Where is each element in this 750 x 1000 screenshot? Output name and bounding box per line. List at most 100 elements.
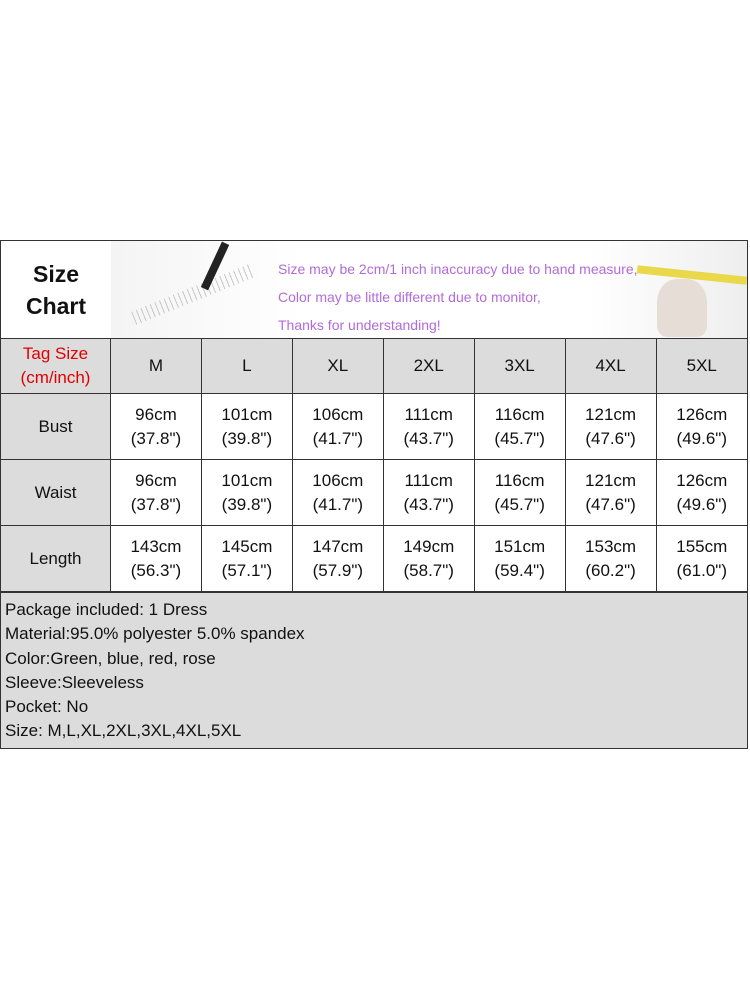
info-line: Sleeve:Sleeveless (5, 672, 144, 692)
inch-value: (37.8") (130, 428, 182, 448)
inch-value: (49.6") (676, 494, 727, 514)
cm-value: 126cm (676, 470, 728, 490)
measurement-cell: 155cm (61.0") (655, 525, 747, 592)
cm-value: 101cm (221, 470, 273, 490)
inch-value: (60.2") (585, 560, 636, 580)
note: Color may be little different due to mon… (278, 289, 541, 305)
product-info: Package included: 1 Dress Material:95.0% … (1, 592, 747, 748)
size-header: 2XL (382, 339, 475, 394)
info-line: Package included: 1 Dress (5, 600, 208, 619)
size-header: L (200, 339, 293, 394)
measurement-cell: 149cm (58.7") (382, 525, 475, 592)
measurement-cell: 96cm (37.8") (110, 393, 202, 460)
cm-value: 101cm (221, 404, 273, 424)
size-chart-title: Size Chart (1, 241, 111, 338)
banner: Size Chart Size may be 2cm/1 inch inaccu… (1, 241, 747, 339)
measurement-cell: 153cm (60.2") (564, 525, 657, 592)
row-label: Waist (1, 459, 111, 526)
cm-value: 106cm (312, 404, 364, 424)
title-line: Size (32, 260, 80, 287)
table-row: Bust 96cm (37.8") 101cm (39.8") 106cm (41.7") 1… (1, 393, 747, 460)
inch-value: (57.9") (312, 560, 364, 580)
inch-value: (39.8") (221, 428, 273, 448)
size-header: 5XL (655, 339, 747, 394)
cm-value: 111cm (404, 470, 453, 490)
measurement-cell: 101cm (39.8") (200, 393, 293, 460)
cm-value: 106cm (312, 470, 364, 490)
measurement-banner-image: Size may be 2cm/1 inch inaccuracy due to… (111, 241, 747, 338)
note: Thanks for understanding! (278, 317, 441, 333)
hand-illustration (657, 279, 707, 337)
size-table: Tag Size (cm/inch) M L XL 2XL 3XL 4XL 5XL Bust 96c… (1, 339, 747, 592)
measurement-cell: 121cm (47.6") (564, 459, 657, 526)
size-header: XL (291, 339, 384, 394)
cm-value: 116cm (494, 470, 545, 490)
cm-value: 149cm (403, 536, 455, 556)
inch-value: (41.7") (312, 494, 364, 514)
cm-value: 126cm (676, 404, 728, 424)
info-line: Pocket: No (5, 697, 89, 717)
inch-value: (58.7") (403, 560, 454, 580)
title-line: Chart (25, 292, 87, 319)
inch-value: (37.8") (130, 494, 182, 514)
measurement-cell: 111cm (43.7") (382, 393, 475, 460)
inch-value: (59.4") (494, 560, 545, 580)
cm-value: 96cm (135, 404, 177, 424)
inch-value: (39.8") (221, 494, 273, 514)
row-label: Bust (1, 393, 111, 460)
cm-value: 121cm (585, 404, 637, 424)
inch-value: (61.0") (676, 560, 727, 580)
disclaimer-notes: Size may be 2cm/1 inch inaccuracy due to… (278, 255, 638, 338)
inch-value: (41.7") (312, 428, 364, 448)
cm-value: 155cm (676, 536, 728, 556)
inch-value: (57.1") (221, 560, 273, 580)
note: Size may be 2cm/1 inch inaccuracy due to… (278, 261, 638, 277)
measurement-cell: 126cm (49.6") (655, 459, 747, 526)
cm-value: 153cm (585, 536, 637, 556)
cm-value: 116cm (494, 404, 545, 424)
ruler-illustration (131, 263, 257, 325)
inch-value: (45.7") (494, 428, 545, 448)
measurement-cell: 147cm (57.9") (291, 525, 384, 592)
measurement-cell: 106cm (41.7") (291, 459, 384, 526)
cm-value: 111cm (404, 404, 453, 424)
row-label: Length (1, 525, 111, 592)
table-row: Waist 96cm (37.8") 101cm (39.8") 106cm (41.7")… (1, 459, 747, 526)
label-line: (cm/inch) (20, 368, 91, 387)
size-chart: Size Chart Size may be 2cm/1 inch inaccu… (0, 240, 748, 749)
measurement-cell: 116cm (45.7") (473, 459, 566, 526)
info-line: Material:95.0% polyester 5.0% spandex (5, 624, 305, 644)
size-header: M (110, 339, 202, 394)
cm-value: 143cm (130, 536, 182, 556)
measurement-cell: 145cm (57.1") (200, 525, 293, 592)
measurement-cell: 151cm (59.4") (473, 525, 566, 592)
inch-value: (47.6") (585, 494, 636, 514)
tag-size-label: Tag Size (cm/inch) (1, 339, 111, 394)
inch-value: (45.7") (494, 494, 545, 514)
measurement-cell: 121cm (47.6") (564, 393, 657, 460)
cm-value: 151cm (494, 536, 546, 556)
measurement-cell: 96cm (37.8") (110, 459, 202, 526)
measurement-cell: 111cm (43.7") (382, 459, 475, 526)
label-line: Tag Size (22, 344, 89, 363)
info-line: Size: M,L,XL,2XL,3XL,4XL,5XL (5, 721, 242, 741)
measurement-cell: 101cm (39.8") (200, 459, 293, 526)
table-row: Length 143cm (56.3") 145cm (57.1") 147cm (57.9… (1, 525, 747, 592)
cm-value: 121cm (585, 470, 637, 490)
cm-value: 145cm (221, 536, 273, 556)
inch-value: (56.3") (130, 560, 182, 580)
measurement-cell: 106cm (41.7") (291, 393, 384, 460)
cm-value: 147cm (312, 536, 364, 556)
inch-value: (43.7") (403, 494, 454, 514)
inch-value: (47.6") (585, 428, 636, 448)
cm-value: 96cm (135, 470, 177, 490)
measurement-cell: 143cm (56.3") (110, 525, 202, 592)
info-line: Color:Green, blue, red, rose (5, 648, 216, 668)
inch-value: (49.6") (676, 428, 727, 448)
measurement-cell: 126cm (49.6") (655, 393, 747, 460)
size-header: 4XL (564, 339, 657, 394)
tag-size-row: Tag Size (cm/inch) M L XL 2XL 3XL 4XL 5XL (1, 339, 747, 394)
inch-value: (43.7") (403, 428, 454, 448)
size-header: 3XL (473, 339, 566, 394)
measurement-cell: 116cm (45.7") (473, 393, 566, 460)
